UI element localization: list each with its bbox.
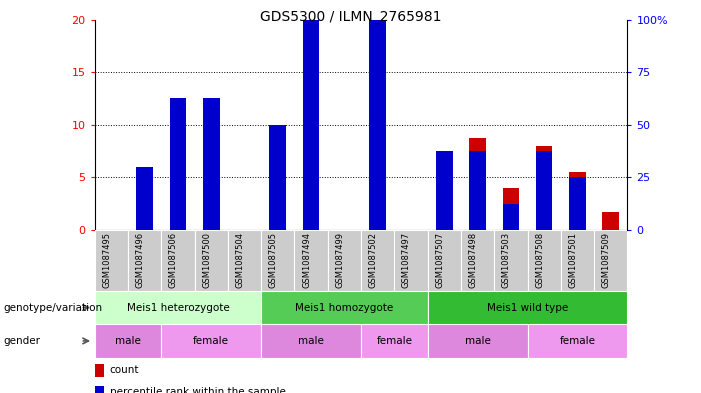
Bar [261, 324, 361, 358]
Text: gender: gender [4, 336, 41, 346]
Text: GSM1087500: GSM1087500 [202, 232, 211, 288]
Bar [503, 204, 519, 230]
Bar [195, 230, 228, 291]
Text: female: female [193, 336, 229, 346]
Text: GDS5300 / ILMN_2765981: GDS5300 / ILMN_2765981 [260, 10, 441, 24]
Bar [394, 230, 428, 291]
Text: GSM1087507: GSM1087507 [435, 232, 444, 288]
Bar [269, 125, 286, 230]
Bar [261, 291, 428, 324]
Bar [503, 188, 519, 230]
Text: GSM1087502: GSM1087502 [369, 232, 378, 288]
Text: GSM1087498: GSM1087498 [468, 232, 477, 288]
Bar [528, 324, 627, 358]
Bar [428, 324, 528, 358]
Text: GSM1087495: GSM1087495 [102, 232, 111, 288]
Bar [261, 230, 294, 291]
Text: GSM1087499: GSM1087499 [335, 232, 344, 288]
Bar [170, 99, 186, 230]
Text: Meis1 homozygote: Meis1 homozygote [295, 303, 393, 312]
Bar [294, 230, 327, 291]
Bar [361, 230, 394, 291]
Bar [269, 125, 286, 230]
Bar [461, 230, 494, 291]
Bar [428, 291, 627, 324]
Text: male: male [115, 336, 141, 346]
Bar [561, 230, 594, 291]
Text: GSM1087505: GSM1087505 [268, 232, 278, 288]
Text: GSM1087503: GSM1087503 [502, 232, 511, 288]
Bar [602, 212, 619, 230]
Text: female: female [376, 336, 412, 346]
Bar [95, 230, 128, 291]
Bar [569, 172, 586, 230]
Bar [469, 151, 486, 230]
Text: percentile rank within the sample: percentile rank within the sample [109, 387, 285, 393]
Bar [303, 0, 320, 230]
Text: GSM1087504: GSM1087504 [236, 232, 245, 288]
Bar [528, 230, 561, 291]
Bar [428, 230, 461, 291]
Text: male: male [465, 336, 491, 346]
Bar [469, 138, 486, 230]
Text: GSM1087497: GSM1087497 [402, 232, 411, 288]
Bar [361, 324, 428, 358]
Bar [536, 151, 552, 230]
Bar [327, 230, 361, 291]
Bar [203, 99, 219, 230]
Bar [594, 230, 627, 291]
Bar [95, 291, 261, 324]
Bar [95, 324, 161, 358]
Text: GSM1087508: GSM1087508 [535, 232, 544, 288]
Text: count: count [109, 365, 139, 375]
Bar [228, 230, 261, 291]
Text: Meis1 heterozygote: Meis1 heterozygote [126, 303, 229, 312]
Text: Meis1 wild type: Meis1 wild type [487, 303, 568, 312]
Text: GSM1087509: GSM1087509 [601, 232, 611, 288]
Bar [369, 62, 386, 230]
Bar [494, 230, 527, 291]
Bar [536, 146, 552, 230]
Bar [95, 364, 104, 377]
Bar [136, 180, 153, 230]
Bar [128, 230, 161, 291]
Bar [170, 182, 186, 230]
Text: male: male [298, 336, 324, 346]
Bar [436, 219, 453, 230]
Bar [95, 386, 104, 393]
Bar [569, 177, 586, 230]
Bar [203, 135, 219, 230]
Text: genotype/variation: genotype/variation [4, 303, 102, 312]
Text: GSM1087506: GSM1087506 [169, 232, 178, 288]
Text: GSM1087496: GSM1087496 [135, 232, 144, 288]
Bar [369, 0, 386, 230]
Bar [303, 167, 320, 230]
Text: GSM1087501: GSM1087501 [569, 232, 578, 288]
Bar [136, 167, 153, 230]
Bar [161, 324, 261, 358]
Bar [161, 230, 194, 291]
Bar [436, 151, 453, 230]
Text: GSM1087494: GSM1087494 [302, 232, 311, 288]
Text: female: female [559, 336, 595, 346]
